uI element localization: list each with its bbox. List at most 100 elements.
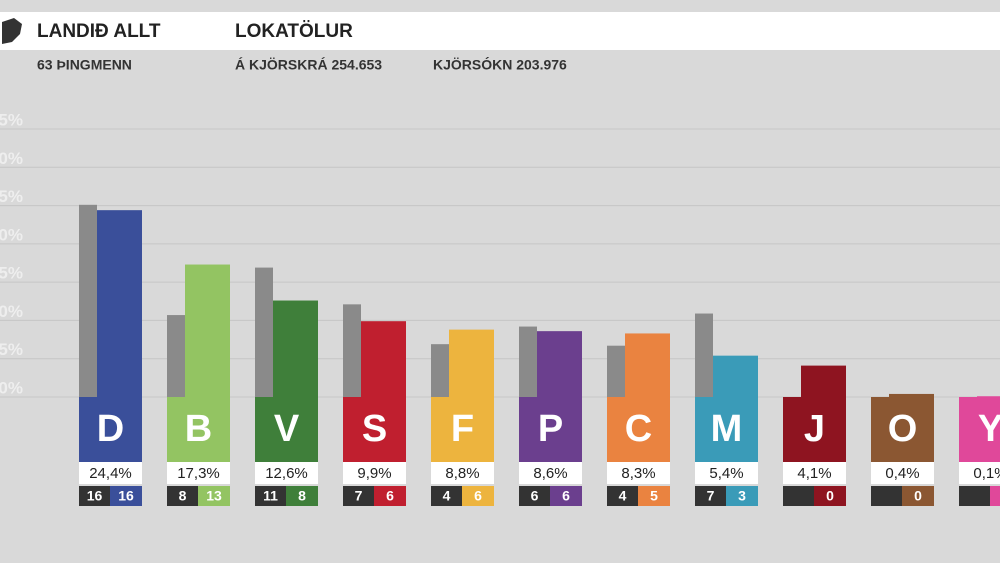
seats-previous: 4 <box>619 488 627 504</box>
seats-previous-box <box>519 486 550 506</box>
value-label: 8,6% <box>533 465 567 482</box>
iceland-icon <box>2 18 22 44</box>
seats-previous-box <box>959 486 990 506</box>
seats: 16 <box>118 488 134 504</box>
seats-box <box>814 486 846 506</box>
party-letter: J <box>804 408 825 450</box>
party-letter: V <box>274 408 300 450</box>
party-letter: F <box>451 408 474 450</box>
seats-box <box>638 486 670 506</box>
seats: 0 <box>826 488 834 504</box>
seats-previous: 16 <box>87 488 103 504</box>
value-label: 9,9% <box>357 465 391 482</box>
bar <box>361 321 406 397</box>
seats: 6 <box>386 488 394 504</box>
value-label: 12,6% <box>265 465 308 482</box>
y-tick-label: 35% <box>0 110 23 129</box>
seats-box <box>374 486 406 506</box>
percent-box <box>167 462 230 484</box>
party-box <box>695 397 758 462</box>
seats-previous-box <box>167 486 198 506</box>
value-label: 0,4% <box>885 465 919 482</box>
value-label: 17,3% <box>177 465 220 482</box>
bar <box>273 300 318 397</box>
bar <box>449 329 494 397</box>
seats-previous-box <box>431 486 462 506</box>
seats-previous: 6 <box>531 488 539 504</box>
percent-box <box>255 462 318 484</box>
header-subtitle: LOKATÖLUR <box>235 21 353 42</box>
previous-bar <box>79 204 97 397</box>
party-letter: Y <box>978 408 1000 450</box>
value-label: 8,8% <box>445 465 479 482</box>
previous-bar <box>431 344 449 397</box>
seats: 0 <box>914 488 922 504</box>
seats: 5 <box>650 488 658 504</box>
percent-box <box>79 462 142 484</box>
party-letter: C <box>625 408 652 450</box>
bar <box>889 393 934 397</box>
value-label: 8,3% <box>621 465 655 482</box>
seats: 8 <box>298 488 306 504</box>
previous-bar <box>167 315 185 397</box>
previous-bar <box>695 313 713 397</box>
seats: 3 <box>738 488 746 504</box>
party-box <box>959 397 1000 462</box>
seats-previous: 7 <box>355 488 363 504</box>
party-letter: D <box>97 408 124 450</box>
y-tick-label: 30% <box>0 149 23 168</box>
y-tick-label: 20% <box>0 225 23 244</box>
percent-box <box>783 462 846 484</box>
percent-box <box>959 462 1000 484</box>
seats: 6 <box>474 488 482 504</box>
y-tick-label: 25% <box>0 187 23 206</box>
y-tick-label: 5% <box>0 340 23 359</box>
party-box <box>871 397 934 462</box>
percent-box <box>431 462 494 484</box>
y-tick-label: 15% <box>0 264 23 283</box>
party-letter: B <box>185 408 212 450</box>
seats: 13 <box>206 488 222 504</box>
percent-box <box>607 462 670 484</box>
header-title: LANDIÐ ALLT <box>37 21 161 42</box>
party-box <box>783 397 846 462</box>
seats-previous-box <box>695 486 726 506</box>
y-tick-label: 10% <box>0 302 23 321</box>
seats-box <box>462 486 494 506</box>
seats: 6 <box>562 488 570 504</box>
party-letter: P <box>538 408 563 450</box>
turnout: KJÖRSÓKN 203.976 <box>433 56 567 73</box>
percent-box <box>871 462 934 484</box>
bar <box>537 331 582 397</box>
seats-previous: 7 <box>707 488 715 504</box>
seats-previous: 4 <box>443 488 451 504</box>
party-letter: S <box>362 408 387 450</box>
seats-previous-box <box>79 486 110 506</box>
header-band <box>0 12 1000 50</box>
party-box <box>343 397 406 462</box>
seats-box <box>286 486 318 506</box>
percent-box <box>519 462 582 484</box>
value-label: 0,1% <box>973 465 1000 482</box>
bar <box>97 210 142 397</box>
party-box <box>519 397 582 462</box>
party-box <box>79 397 142 462</box>
y-tick-label: 0% <box>0 378 23 397</box>
seats-total: 63 ÞINGMENN <box>37 57 132 73</box>
seats-previous: 8 <box>179 488 187 504</box>
previous-bar <box>607 345 625 397</box>
seats-box <box>550 486 582 506</box>
previous-bar <box>255 267 273 397</box>
seats-previous-box <box>255 486 286 506</box>
party-letter: M <box>711 408 743 450</box>
party-box <box>167 397 230 462</box>
bar <box>185 264 230 397</box>
seats-previous-box <box>783 486 814 506</box>
seats-previous-box <box>343 486 374 506</box>
bar <box>713 355 758 397</box>
bar <box>625 333 670 397</box>
seats-box <box>198 486 230 506</box>
seats-previous: 11 <box>263 488 278 504</box>
bar <box>977 396 1000 397</box>
